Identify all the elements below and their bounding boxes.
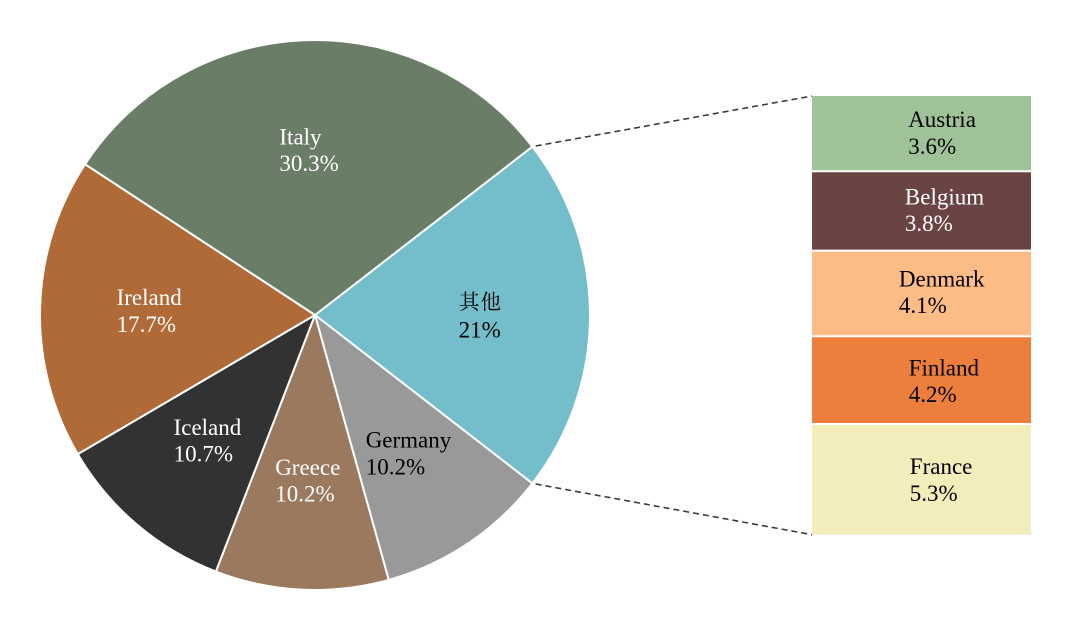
svg-text:10.2%: 10.2%: [366, 454, 425, 479]
svg-text:10.7%: 10.7%: [174, 442, 233, 467]
svg-text:Ireland: Ireland: [117, 285, 183, 310]
svg-text:21%: 21%: [459, 318, 501, 343]
svg-text:Austria: Austria: [908, 107, 976, 132]
svg-text:Denmark: Denmark: [899, 267, 985, 292]
svg-text:4.1%: 4.1%: [899, 293, 947, 318]
svg-text:3.6%: 3.6%: [908, 134, 956, 159]
svg-text:Greece: Greece: [275, 455, 340, 480]
svg-text:France: France: [910, 454, 973, 479]
svg-text:Belgium: Belgium: [905, 185, 984, 210]
svg-text:17.7%: 17.7%: [117, 312, 176, 337]
svg-text:10.2%: 10.2%: [275, 482, 334, 507]
svg-text:Iceland: Iceland: [174, 415, 242, 440]
svg-text:3.8%: 3.8%: [905, 211, 953, 236]
svg-text:30.3%: 30.3%: [279, 151, 338, 176]
svg-text:4.2%: 4.2%: [909, 382, 957, 407]
svg-text:Finland: Finland: [909, 355, 980, 380]
svg-text:Italy: Italy: [279, 124, 322, 149]
svg-text:Germany: Germany: [366, 428, 452, 453]
svg-text:5.3%: 5.3%: [910, 481, 958, 506]
